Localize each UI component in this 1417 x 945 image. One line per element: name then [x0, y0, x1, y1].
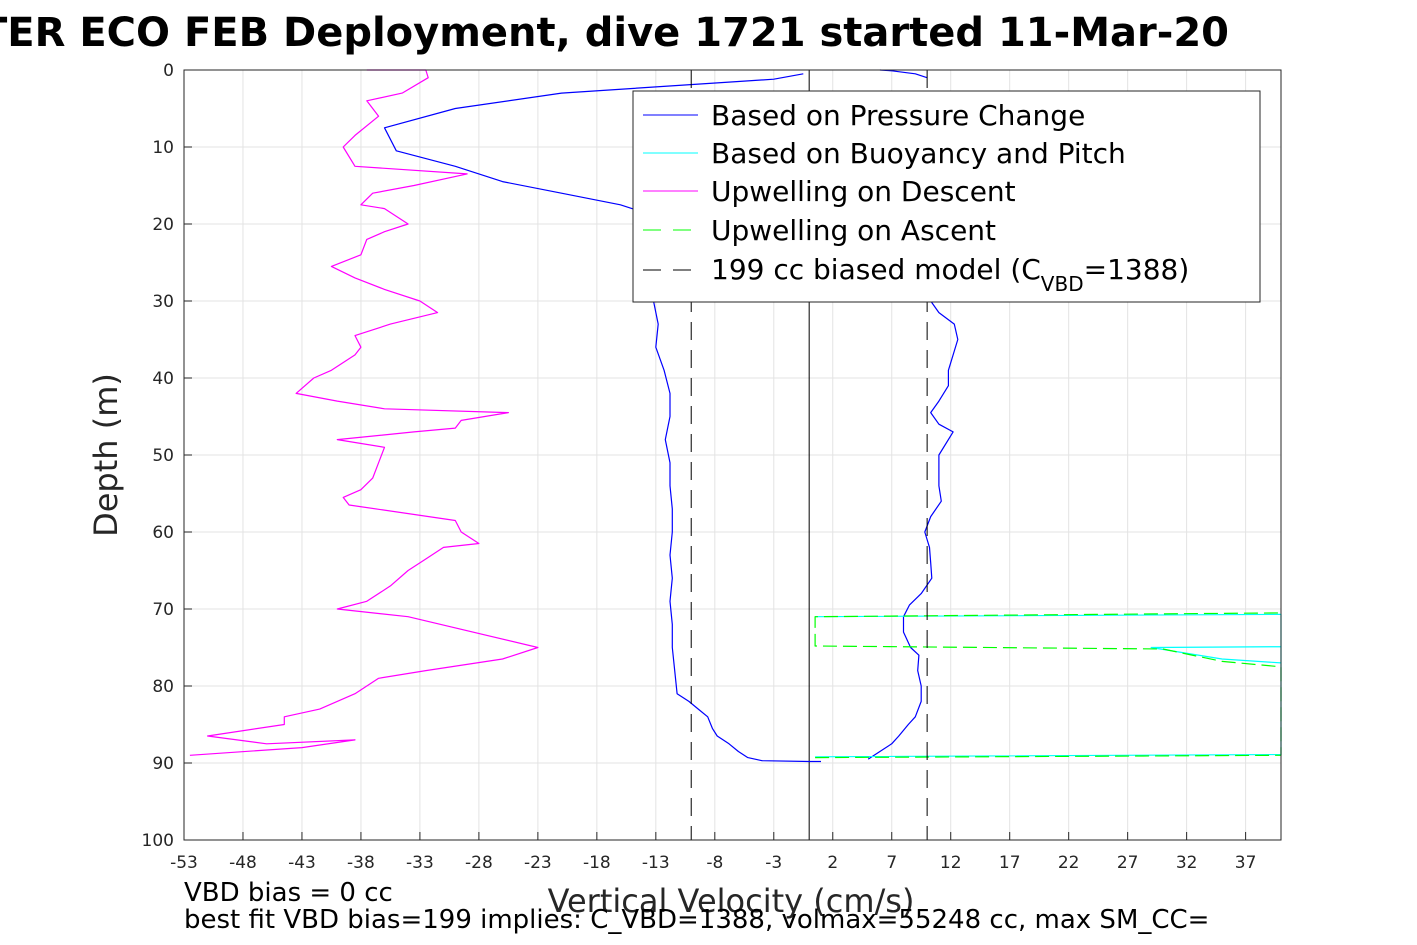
legend-label-buoyancy-pitch: Based on Buoyancy and Pitch: [711, 137, 1126, 170]
legend-label-upwelling-descent: Upwelling on Descent: [711, 175, 1016, 208]
series-line: [867, 300, 959, 760]
legend: Based on Pressure Change Based on Buoyan…: [632, 90, 1261, 303]
series-line: [879, 69, 928, 79]
axis-ticks: -53 -48 -43 -38 -33 -28 -23 -18 -13 -8 -3 2 7 12 17 22 2…: [142, 61, 1257, 873]
x-tick-label: -28: [465, 853, 493, 873]
x-tick-label: -23: [524, 853, 552, 873]
x-tick-label: 7: [886, 853, 897, 873]
x-tick-label: 37: [1235, 853, 1257, 873]
y-tick-label: 40: [152, 369, 174, 389]
x-tick-label: -43: [288, 853, 316, 873]
chart-title: TER ECO FEB Deployment, dive 1721 starte…: [0, 10, 1229, 56]
x-tick-label: 22: [1058, 853, 1080, 873]
series-line: [814, 612, 1282, 759]
x-tick-label: -13: [642, 853, 670, 873]
y-tick-label: 70: [152, 600, 174, 620]
x-tick-label: 32: [1176, 853, 1198, 873]
x-tick-label: 27: [1117, 853, 1139, 873]
y-tick-label: 90: [152, 754, 174, 774]
legend-label-upwelling-ascent: Upwelling on Ascent: [711, 214, 996, 247]
legend-box: [632, 90, 1261, 303]
series-line: [383, 73, 821, 763]
y-tick-label: 100: [142, 831, 174, 851]
x-tick-label: 12: [940, 853, 962, 873]
y-tick-label: 0: [163, 61, 174, 81]
best-fit-note: best fit VBD bias=199 implies: C_VBD=138…: [184, 905, 1209, 935]
vbd-bias-note: VBD bias = 0 cc: [184, 878, 393, 908]
legend-label-pressure-change: Based on Pressure Change: [711, 99, 1085, 132]
x-tick-label: -18: [583, 853, 611, 873]
x-tick-label: -53: [170, 853, 198, 873]
y-tick-label: 10: [152, 138, 174, 158]
x-axis-label: Vertical Velocity (cm/s): [548, 882, 915, 920]
y-tick-label: 30: [152, 292, 174, 312]
y-tick-label: 60: [152, 523, 174, 543]
x-tick-label: -3: [765, 853, 782, 873]
x-tick-label: 17: [999, 853, 1021, 873]
legend-label-biased-model: 199 cc biased model (CVBD=1388): [711, 253, 1189, 296]
x-tick-label: -38: [347, 853, 375, 873]
y-axis-label: Depth (m): [87, 373, 125, 537]
x-tick-label: 2: [827, 853, 838, 873]
x-tick-label: -33: [406, 853, 434, 873]
y-tick-label: 80: [152, 677, 174, 697]
x-tick-label: -48: [229, 853, 257, 873]
x-tick-label: -8: [706, 853, 723, 873]
series-line: [189, 69, 539, 756]
y-tick-label: 50: [152, 446, 174, 466]
y-tick-label: 20: [152, 215, 174, 235]
